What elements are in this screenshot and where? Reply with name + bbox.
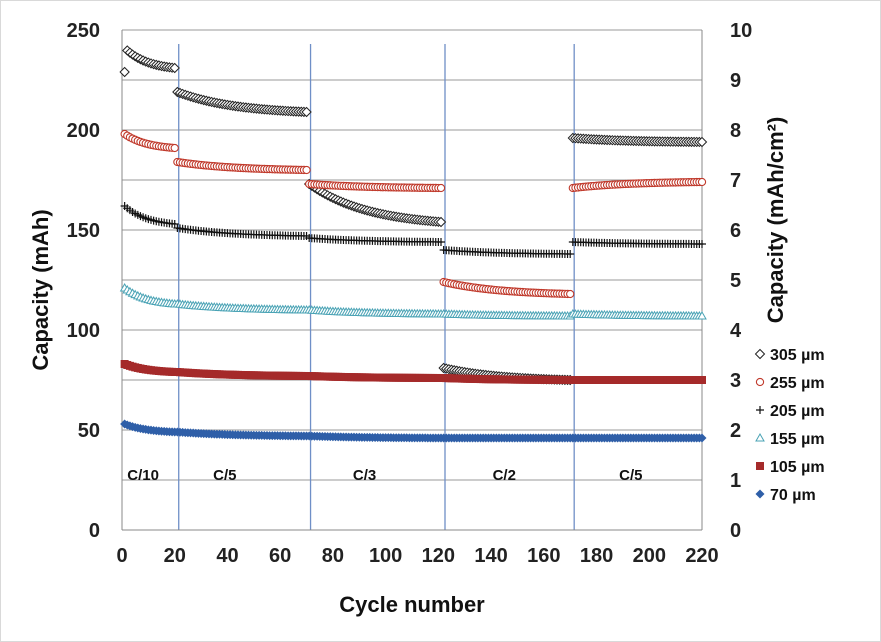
legend: 305 µm 255 µm 205 µm 155 µm 105 µm 70 µm	[754, 347, 825, 504]
x-tick-label: 40	[216, 545, 238, 567]
left-y-tick-label: 50	[78, 420, 100, 442]
data-point	[119, 66, 130, 78]
left-y-tick-label: 150	[67, 220, 100, 242]
data-points	[119, 45, 708, 443]
right-y-tick-label: 7	[730, 170, 741, 192]
legend-label: 255 µm	[770, 375, 825, 392]
legend-label: 105 µm	[770, 459, 825, 476]
legend-label: 155 µm	[770, 431, 825, 448]
legend-item-155: 155 µm	[755, 431, 825, 448]
left-y-tick-label: 250	[67, 20, 100, 42]
right-y-tick-label: 9	[730, 70, 741, 92]
legend-marker	[756, 462, 764, 470]
right-y-tick-label: 8	[730, 120, 741, 142]
legend-label: 70 µm	[770, 487, 816, 504]
left-y-tick-label: 0	[89, 520, 100, 542]
left-y-tick-labels: 0 50 100 150 200 250	[67, 20, 100, 542]
series-255	[120, 129, 707, 299]
series-205	[120, 202, 706, 258]
x-tick-label: 200	[633, 545, 666, 567]
x-tick-label: 80	[322, 545, 344, 567]
axes	[121, 30, 703, 531]
data-point	[435, 216, 447, 228]
right-y-axis-title: Capacity (mAh/cm²)	[763, 117, 788, 324]
x-tick-label: 160	[527, 545, 560, 567]
rate-label: C/3	[353, 467, 376, 484]
legend-label: 205 µm	[770, 403, 825, 420]
x-tick-label: 0	[116, 545, 127, 567]
legend-marker	[756, 406, 764, 414]
right-y-tick-label: 5	[730, 270, 741, 292]
legend-marker	[755, 432, 765, 442]
data-point	[697, 310, 707, 320]
data-point	[170, 143, 179, 153]
x-tick-label: 60	[269, 545, 291, 567]
rate-label: C/2	[493, 467, 516, 484]
series-305	[119, 45, 708, 386]
data-point	[697, 433, 707, 443]
left-y-axis-title: Capacity (mAh)	[28, 209, 53, 370]
x-axis-title: Cycle number	[339, 592, 485, 617]
rate-label: C/5	[213, 467, 236, 484]
rate-boundaries	[178, 44, 575, 530]
data-point	[437, 238, 445, 246]
data-point	[697, 177, 707, 187]
right-y-tick-label: 3	[730, 370, 741, 392]
legend-item-205: 205 µm	[756, 403, 825, 420]
data-point	[436, 183, 446, 193]
right-y-tick-label: 4	[730, 320, 742, 342]
x-tick-label: 140	[474, 545, 507, 567]
data-point	[696, 136, 708, 148]
x-tick-label: 220	[685, 545, 718, 567]
right-y-tick-label: 10	[730, 20, 752, 42]
rate-labels: C/10 C/5 C/3 C/2 C/5	[127, 467, 642, 484]
legend-marker	[755, 489, 765, 499]
right-y-tick-labels: 0 1 2 3 4 5 6 7 8 9 10	[730, 20, 752, 542]
x-tick-label: 20	[164, 545, 186, 567]
data-point	[566, 250, 575, 258]
series-105	[120, 360, 706, 384]
legend-item-255: 255 µm	[755, 375, 825, 392]
right-y-tick-label: 6	[730, 220, 741, 242]
right-y-tick-label: 0	[730, 520, 741, 542]
legend-marker	[754, 348, 766, 360]
x-tick-labels: 0 20 40 60 80 100 120 140 160 180 200 220	[116, 545, 718, 567]
legend-label: 305 µm	[770, 347, 825, 364]
data-point	[301, 106, 312, 118]
right-y-tick-label: 2	[730, 420, 741, 442]
x-tick-label: 180	[580, 545, 613, 567]
rate-label: C/10	[127, 467, 159, 484]
right-y-tick-label: 1	[730, 470, 741, 492]
legend-item-305: 305 µm	[754, 347, 825, 364]
legend-item-105: 105 µm	[756, 459, 825, 476]
left-y-tick-label: 100	[67, 320, 100, 342]
legend-item-70: 70 µm	[755, 487, 816, 504]
series-155	[119, 282, 707, 320]
data-point	[169, 62, 180, 74]
data-point	[698, 240, 706, 248]
data-point	[698, 376, 706, 384]
x-tick-label: 120	[422, 545, 455, 567]
data-point	[566, 289, 575, 299]
rate-label: C/5	[619, 467, 642, 484]
x-tick-label: 100	[369, 545, 402, 567]
data-point	[302, 165, 311, 175]
legend-marker	[755, 377, 765, 387]
series-70	[120, 419, 707, 443]
left-y-tick-label: 200	[67, 120, 100, 142]
